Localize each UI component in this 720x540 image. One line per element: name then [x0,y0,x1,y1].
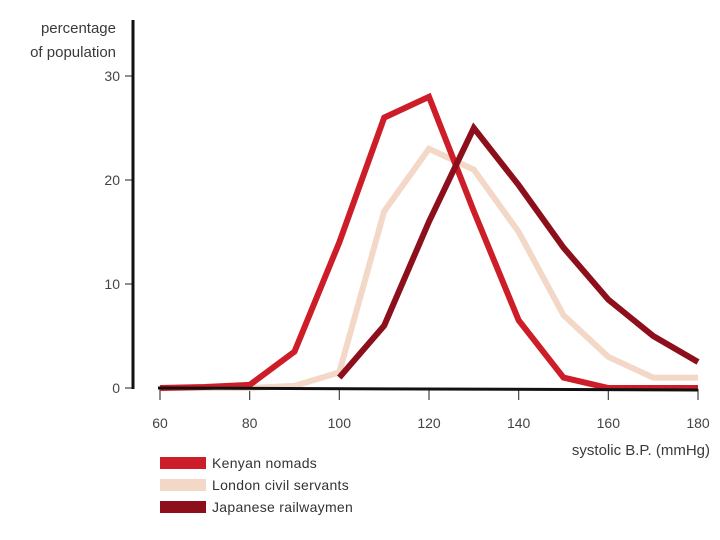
x-axis-label: systolic B.P. (mmHg) [572,442,710,459]
x-tick-label: 60 [152,415,168,431]
x-tick-label: 80 [242,415,258,431]
y-tick-label: 30 [104,68,120,84]
y-tick-label: 0 [112,380,120,396]
x-tick-label: 180 [686,415,710,431]
y-axis-label-line1: percentage [41,20,116,37]
series-line-london-civil-servants [160,145,698,391]
series-line-japanese-railwaymen [337,122,700,380]
x-tick-label: 100 [328,415,352,431]
legend-label: Kenyan nomads [212,455,317,471]
x-tick-label: 120 [417,415,441,431]
x-tick-label: 140 [507,415,531,431]
legend-label: London civil servants [212,477,349,493]
x-tick-label: 160 [597,415,621,431]
legend-swatch [160,457,206,469]
legend-swatch [160,479,206,491]
legend: Kenyan nomads London civil servants Japane… [160,455,353,515]
x-axis-line [157,386,699,392]
legend-label: Japanese railwaymen [212,499,353,515]
y-tick-label: 20 [104,172,120,188]
y-tick-label: 10 [104,276,120,292]
series-line-kenyan-nomads [159,92,698,391]
y-axis-label-line2: of population [30,44,116,61]
legend-swatch [160,501,206,513]
